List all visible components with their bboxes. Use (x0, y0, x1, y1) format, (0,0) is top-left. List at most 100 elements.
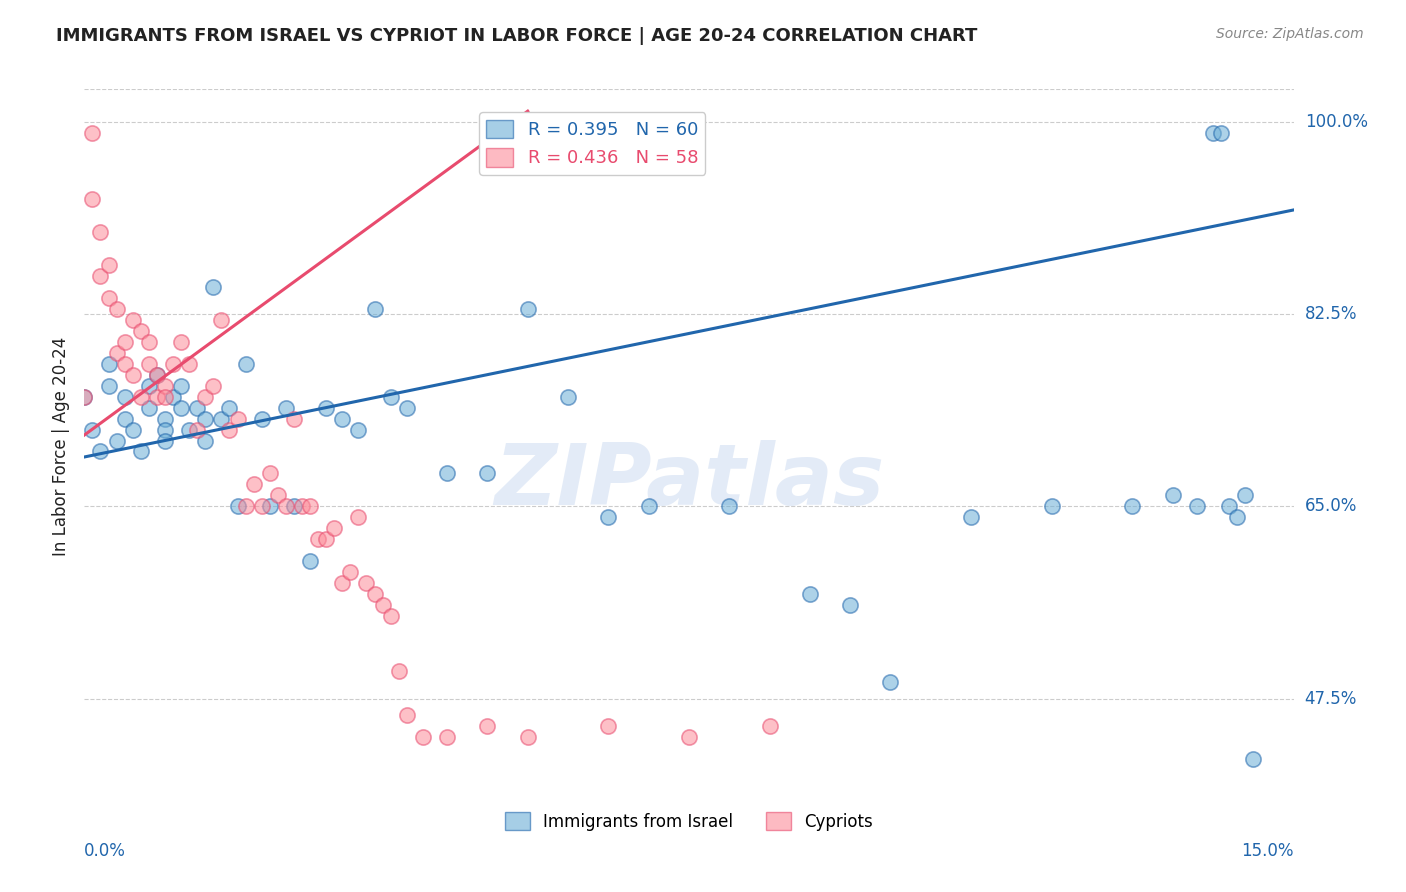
Point (758, 719, 780, 733)
Point (879, 675, 901, 690)
Point (105, 301, 128, 316)
Point (330, 411, 353, 425)
Point (97, 378, 120, 392)
Point (1218, 500, 1240, 514)
Point (170, 401, 193, 415)
Point (97, 291, 120, 305)
Point (598, 510, 620, 524)
Point (1161, 488, 1184, 502)
Point (89, 444, 111, 458)
Point (82, 126, 104, 140)
Point (121, 312, 143, 326)
Point (315, 533, 337, 547)
Point (395, 401, 418, 415)
Point (274, 401, 297, 415)
Text: IMMIGRANTS FROM ISRAEL VS CYPRIOT IN LABOR FORCE | AGE 20-24 CORRELATION CHART: IMMIGRANTS FROM ISRAEL VS CYPRIOT IN LAB… (56, 27, 977, 45)
Point (1185, 500, 1208, 514)
Point (153, 390, 176, 404)
Point (380, 390, 402, 404)
Point (146, 390, 169, 404)
Point (114, 390, 136, 404)
Text: ZIPatlas: ZIPatlas (494, 440, 884, 524)
Point (363, 301, 385, 316)
Point (153, 411, 176, 425)
Point (138, 401, 160, 415)
Point (1241, 752, 1264, 766)
Point (242, 477, 264, 491)
Legend: Immigrants from Israel, Cypriots: Immigrants from Israel, Cypriots (498, 805, 880, 838)
Point (218, 423, 240, 437)
Point (73, 390, 96, 404)
Point (89, 268, 111, 283)
Point (202, 378, 225, 392)
Point (97, 357, 120, 371)
Point (153, 378, 176, 392)
Point (194, 390, 217, 404)
Point (395, 708, 418, 723)
Point (307, 533, 329, 547)
Point (718, 500, 741, 514)
Point (598, 719, 620, 733)
Point (412, 730, 434, 744)
Point (114, 334, 136, 349)
Point (1202, 126, 1225, 140)
Point (330, 576, 353, 591)
Point (1040, 500, 1063, 514)
Text: 0.0%: 0.0% (84, 842, 127, 860)
Point (146, 368, 169, 382)
Point (1121, 500, 1143, 514)
Text: 15.0%: 15.0% (1241, 842, 1294, 860)
Point (250, 500, 273, 514)
Point (138, 357, 160, 371)
Point (477, 719, 499, 733)
Point (209, 411, 232, 425)
Point (274, 500, 297, 514)
Text: 82.5%: 82.5% (1305, 305, 1357, 323)
Point (82, 192, 104, 206)
Point (179, 423, 201, 437)
Y-axis label: In Labor Force | Age 20-24: In Labor Force | Age 20-24 (52, 336, 70, 556)
Point (799, 587, 821, 601)
Point (179, 357, 201, 371)
Point (323, 521, 346, 535)
Point (105, 434, 128, 448)
Point (209, 312, 232, 326)
Text: Source: ZipAtlas.com: Source: ZipAtlas.com (1216, 27, 1364, 41)
Point (436, 730, 458, 744)
Point (82, 423, 104, 437)
Point (315, 401, 337, 415)
Point (960, 510, 983, 524)
Point (356, 576, 378, 591)
Point (170, 334, 193, 349)
Point (138, 378, 160, 392)
Point (89, 225, 111, 239)
Point (162, 390, 184, 404)
Point (235, 357, 257, 371)
Point (186, 401, 208, 415)
Point (259, 467, 281, 481)
Point (129, 444, 152, 458)
Text: 47.5%: 47.5% (1305, 690, 1357, 707)
Point (170, 378, 193, 392)
Point (347, 510, 370, 524)
Point (186, 423, 208, 437)
Point (114, 411, 136, 425)
Point (388, 664, 411, 678)
Point (291, 500, 314, 514)
Point (129, 390, 152, 404)
Point (347, 423, 370, 437)
Point (218, 401, 240, 415)
Point (138, 334, 160, 349)
Point (516, 730, 538, 744)
Point (226, 411, 249, 425)
Point (250, 411, 273, 425)
Point (1226, 510, 1249, 524)
Point (73, 390, 96, 404)
Point (678, 730, 700, 744)
Point (283, 411, 305, 425)
Point (129, 324, 152, 338)
Point (194, 434, 217, 448)
Point (283, 500, 305, 514)
Point (259, 500, 281, 514)
Point (202, 280, 225, 294)
